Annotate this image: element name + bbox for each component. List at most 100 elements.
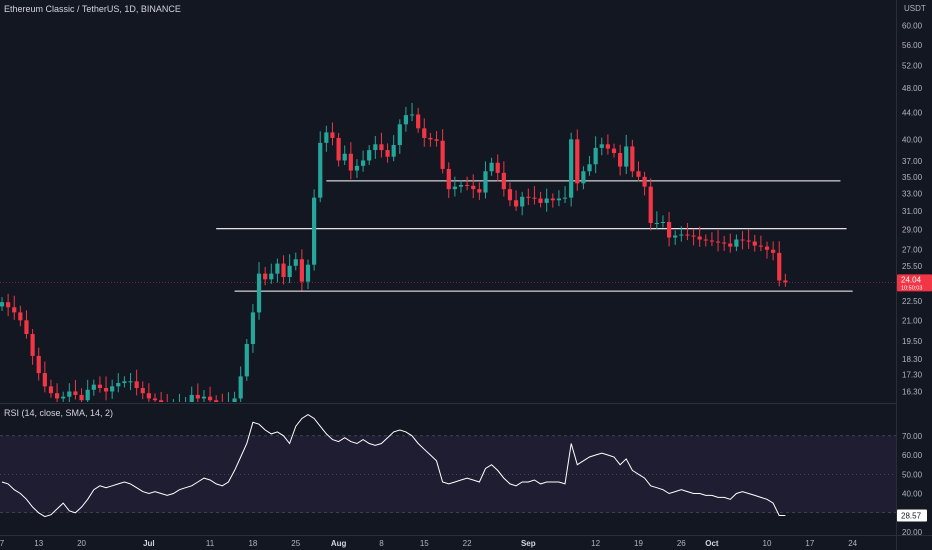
- candle[interactable]: [6, 293, 11, 317]
- candle[interactable]: [12, 295, 17, 320]
- candle[interactable]: [128, 373, 133, 391]
- candle[interactable]: [226, 392, 230, 414]
- candle[interactable]: [79, 388, 84, 409]
- candle[interactable]: [232, 391, 237, 411]
- candle[interactable]: [36, 347, 41, 381]
- candle[interactable]: [783, 273, 788, 287]
- candle[interactable]: [685, 222, 690, 241]
- candle[interactable]: [562, 186, 568, 204]
- candle[interactable]: [458, 179, 464, 193]
- candle[interactable]: [171, 398, 175, 412]
- candle[interactable]: [752, 234, 757, 252]
- candle[interactable]: [440, 129, 445, 174]
- candle[interactable]: [520, 191, 525, 216]
- candle[interactable]: [581, 166, 586, 190]
- candle[interactable]: [184, 396, 188, 411]
- candle[interactable]: [367, 145, 372, 166]
- candle[interactable]: [409, 102, 415, 122]
- candle[interactable]: [281, 255, 286, 285]
- candle[interactable]: [348, 142, 353, 180]
- candle[interactable]: [483, 161, 488, 199]
- candle[interactable]: [728, 233, 733, 253]
- candle[interactable]: [654, 211, 659, 229]
- candle[interactable]: [312, 189, 317, 271]
- candle[interactable]: [501, 161, 506, 197]
- candle[interactable]: [538, 191, 543, 208]
- candle[interactable]: [556, 190, 562, 207]
- candle[interactable]: [709, 232, 715, 247]
- candle[interactable]: [18, 305, 23, 327]
- candle[interactable]: [250, 304, 256, 353]
- candle[interactable]: [452, 176, 457, 197]
- candle[interactable]: [569, 132, 574, 207]
- candle[interactable]: [110, 379, 115, 399]
- candle[interactable]: [599, 137, 604, 156]
- candle[interactable]: [275, 258, 280, 283]
- rsi-line[interactable]: [1, 414, 786, 518]
- candle[interactable]: [42, 361, 47, 393]
- candle[interactable]: [666, 212, 672, 247]
- candle[interactable]: [244, 339, 249, 381]
- candle[interactable]: [587, 155, 592, 176]
- candle[interactable]: [287, 254, 292, 283]
- candle[interactable]: [354, 159, 360, 178]
- candle[interactable]: [764, 241, 770, 259]
- candle[interactable]: [97, 376, 103, 393]
- candle[interactable]: [544, 188, 549, 212]
- candle[interactable]: [269, 263, 274, 284]
- candle[interactable]: [746, 228, 751, 249]
- candle[interactable]: [48, 379, 54, 398]
- candle[interactable]: [195, 383, 200, 403]
- candle[interactable]: [146, 383, 151, 403]
- candle[interactable]: [636, 161, 641, 182]
- candle[interactable]: [85, 379, 90, 408]
- candle[interactable]: [630, 139, 635, 178]
- candle[interactable]: [465, 176, 470, 191]
- candle[interactable]: [134, 369, 139, 396]
- candle[interactable]: [715, 229, 721, 252]
- candle[interactable]: [777, 241, 782, 287]
- candle[interactable]: [691, 228, 696, 246]
- candle[interactable]: [263, 266, 268, 286]
- candle[interactable]: [24, 310, 29, 339]
- candle[interactable]: [397, 119, 402, 154]
- candle[interactable]: [471, 174, 476, 198]
- candle[interactable]: [324, 125, 329, 152]
- candle[interactable]: [422, 118, 427, 147]
- candle[interactable]: [318, 131, 323, 203]
- candle[interactable]: [214, 395, 219, 408]
- candle[interactable]: [771, 241, 776, 261]
- candle[interactable]: [0, 297, 5, 311]
- candle[interactable]: [618, 144, 623, 176]
- candle[interactable]: [679, 226, 684, 242]
- candle[interactable]: [550, 193, 555, 208]
- candle[interactable]: [305, 259, 311, 290]
- candle[interactable]: [140, 381, 145, 400]
- candle[interactable]: [91, 379, 96, 396]
- candle[interactable]: [385, 143, 390, 163]
- candle[interactable]: [330, 122, 335, 146]
- candle[interactable]: [428, 132, 433, 147]
- candle[interactable]: [165, 394, 169, 413]
- candle[interactable]: [238, 366, 243, 404]
- candle[interactable]: [61, 391, 66, 406]
- candle[interactable]: [703, 234, 708, 247]
- candle[interactable]: [642, 171, 647, 196]
- candle[interactable]: [648, 178, 653, 231]
- candle[interactable]: [526, 188, 531, 206]
- candle[interactable]: [593, 136, 598, 174]
- candle[interactable]: [116, 373, 121, 393]
- candle[interactable]: [605, 134, 610, 155]
- candle[interactable]: [293, 252, 298, 271]
- candle[interactable]: [201, 390, 207, 407]
- candle[interactable]: [373, 135, 378, 159]
- candle[interactable]: [73, 379, 78, 400]
- candle[interactable]: [532, 186, 537, 205]
- candle[interactable]: [159, 391, 164, 413]
- candle[interactable]: [660, 215, 666, 228]
- candle[interactable]: [299, 249, 304, 291]
- candle[interactable]: [30, 329, 35, 365]
- candle[interactable]: [624, 134, 629, 174]
- candle[interactable]: [152, 393, 158, 409]
